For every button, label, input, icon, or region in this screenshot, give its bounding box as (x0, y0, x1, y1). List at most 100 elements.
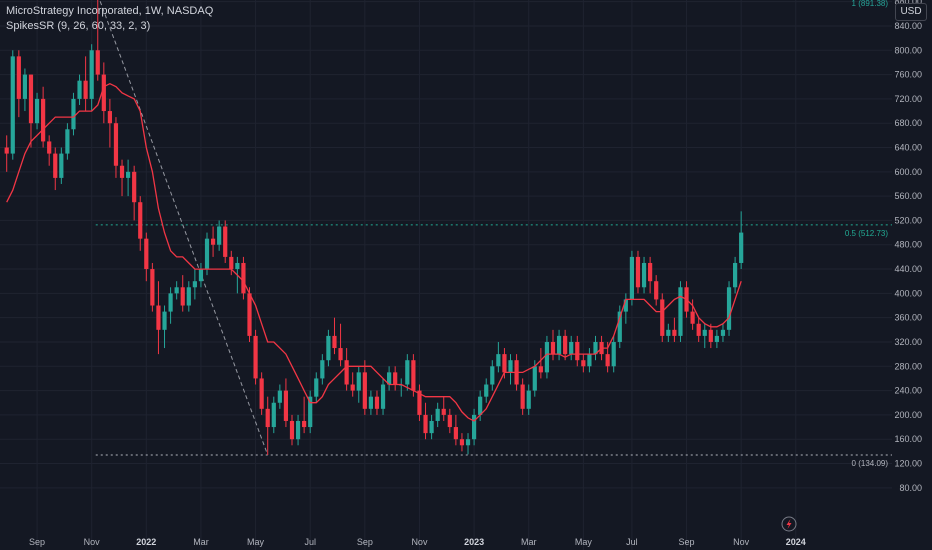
candle-body (362, 372, 367, 409)
candle (471, 408, 477, 446)
currency-button[interactable]: USD (895, 3, 927, 21)
candle-body (126, 171, 131, 178)
time-tick-label: Sep (29, 537, 45, 547)
candle-body (271, 402, 276, 428)
candle-body (332, 335, 337, 349)
candle-body (611, 341, 616, 367)
candle-body (563, 335, 568, 355)
candle (204, 232, 210, 276)
candle (393, 366, 398, 391)
candle-body (16, 56, 21, 99)
time-tick-label: Jul (626, 537, 638, 547)
indicator-title[interactable]: SpikesSR (9, 26, 60, 33, 2, 3) (6, 20, 151, 32)
candle-body (356, 372, 361, 391)
candle (405, 354, 410, 391)
candle (581, 354, 586, 373)
flash-icon[interactable] (781, 516, 797, 532)
candle (283, 378, 289, 428)
candle (417, 384, 422, 421)
candle (387, 366, 392, 391)
candle (411, 354, 416, 397)
candle-body (28, 74, 34, 124)
candle-body (508, 360, 513, 373)
candle (16, 50, 21, 118)
candle (714, 329, 719, 349)
candle (95, 0, 100, 81)
candle-body (174, 287, 179, 294)
candle-body (447, 414, 452, 428)
candle-body (198, 269, 204, 282)
candle-body (320, 360, 325, 379)
candle-body (204, 238, 210, 270)
candle-body (180, 287, 185, 306)
candle (241, 256, 246, 300)
candle (217, 220, 222, 251)
candle (41, 86, 46, 148)
candle (10, 50, 15, 160)
candle-body (217, 226, 222, 245)
candle-body (587, 354, 592, 367)
candle (508, 354, 513, 385)
candle (654, 275, 659, 306)
candle (478, 390, 483, 421)
candle-body (465, 439, 471, 446)
candle-body (393, 372, 398, 385)
candle-body (702, 329, 707, 336)
candle-body (459, 439, 465, 446)
candle-body (739, 232, 744, 263)
candle-body (678, 287, 683, 336)
candle-body (623, 299, 628, 312)
candle (672, 317, 677, 342)
candle (180, 275, 185, 312)
candle-body (65, 129, 70, 154)
price-tick-label: 480.00 (894, 240, 922, 250)
candle (168, 287, 173, 324)
time-axis[interactable]: Sep Nov 2022 Mar May Jul Sep Nov 2023 Mar May Jul Se… (29, 537, 806, 547)
candle-body (83, 80, 88, 99)
candle-body (168, 293, 173, 312)
candle (338, 323, 343, 367)
candle-body (132, 171, 137, 203)
candle-body (733, 262, 738, 288)
candle (678, 281, 683, 342)
price-tick-label: 680.00 (894, 118, 922, 128)
candle (350, 372, 355, 397)
candle (666, 323, 671, 342)
candle (739, 211, 744, 270)
candle-body (502, 354, 507, 373)
candle (89, 44, 94, 112)
candle-body (714, 335, 719, 342)
candle (690, 299, 695, 330)
time-tick-label: Mar (521, 537, 537, 547)
price-tick-label: 520.00 (894, 215, 922, 225)
candlestick-series (4, 0, 744, 456)
candle-body (22, 74, 28, 99)
candle-body (411, 360, 416, 391)
candle (660, 293, 665, 342)
candle (490, 360, 495, 391)
candle (344, 348, 349, 391)
candle (708, 323, 713, 349)
candle (380, 378, 386, 415)
time-tick-label: 2024 (786, 537, 806, 547)
candle (726, 281, 732, 336)
candle (295, 414, 301, 446)
fibonacci-retracement[interactable]: 1 (891.38) 0.5 (512.73) 0 (134.09) (95, 0, 892, 468)
candle (593, 335, 598, 361)
price-tick-label: 800.00 (894, 45, 922, 55)
candle (641, 256, 647, 294)
candle-body (156, 305, 161, 330)
time-tick-label: Jul (304, 537, 316, 547)
candle (132, 165, 137, 221)
candle-body (113, 123, 119, 166)
candle-body (496, 354, 501, 367)
candle-body (526, 390, 531, 409)
price-axis[interactable]: 80.00 120.00 160.00 200.00 240.00 280.00 320.0… (894, 0, 922, 493)
candle (544, 335, 550, 379)
symbol-title[interactable]: MicroStrategy Incorporated, 1W, NASDAQ (6, 5, 214, 17)
price-tick-label: 760.00 (894, 70, 922, 80)
candle-body (10, 56, 15, 154)
candle-body (544, 341, 550, 373)
